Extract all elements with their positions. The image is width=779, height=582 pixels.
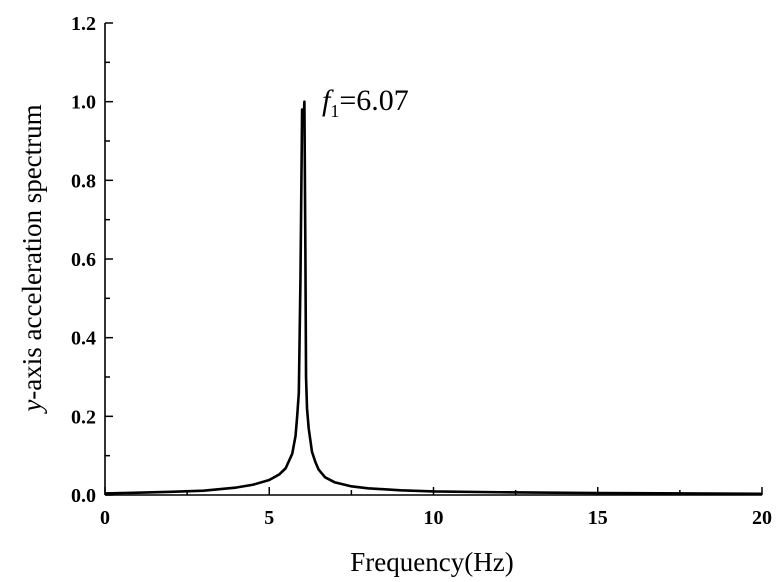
x-tick-label: 5 — [264, 507, 274, 529]
x-axis-title: Frequency(Hz) — [350, 547, 513, 577]
y-tick-label: 0.4 — [71, 328, 96, 350]
ticks — [104, 22, 763, 496]
y-tick-labels: 0.0 0.2 0.4 0.6 0.8 1.0 1.2 — [71, 13, 96, 507]
axes — [104, 23, 762, 496]
y-axis-title-rest: -axis acceleration spectrum — [17, 104, 47, 399]
plot-area — [104, 100, 763, 496]
y-tick-label: 0.2 — [71, 406, 96, 428]
x-tick-labels: 0 5 10 15 20 — [100, 507, 772, 529]
y-tick-label: 0.0 — [71, 485, 96, 507]
peak-annotation-value: =6.07 — [339, 84, 408, 117]
y-tick-label: 1.2 — [71, 13, 96, 35]
x-tick-label: 0 — [100, 507, 110, 529]
peak-annotation: f1=6.07 — [322, 84, 409, 121]
peak-annotation-subscript: 1 — [330, 101, 339, 121]
x-tick-label: 20 — [752, 507, 772, 529]
y-axis-title-italic: y — [17, 400, 47, 415]
y-tick-label: 0.6 — [71, 249, 96, 271]
y-tick-label: 1.0 — [71, 92, 96, 114]
x-tick-label: 10 — [424, 507, 444, 529]
x-tick-label: 15 — [588, 507, 608, 529]
spectrum-line — [104, 100, 763, 496]
y-tick-label: 0.8 — [71, 170, 96, 192]
y-axis-title: y-axis acceleration spectrum — [17, 104, 47, 414]
